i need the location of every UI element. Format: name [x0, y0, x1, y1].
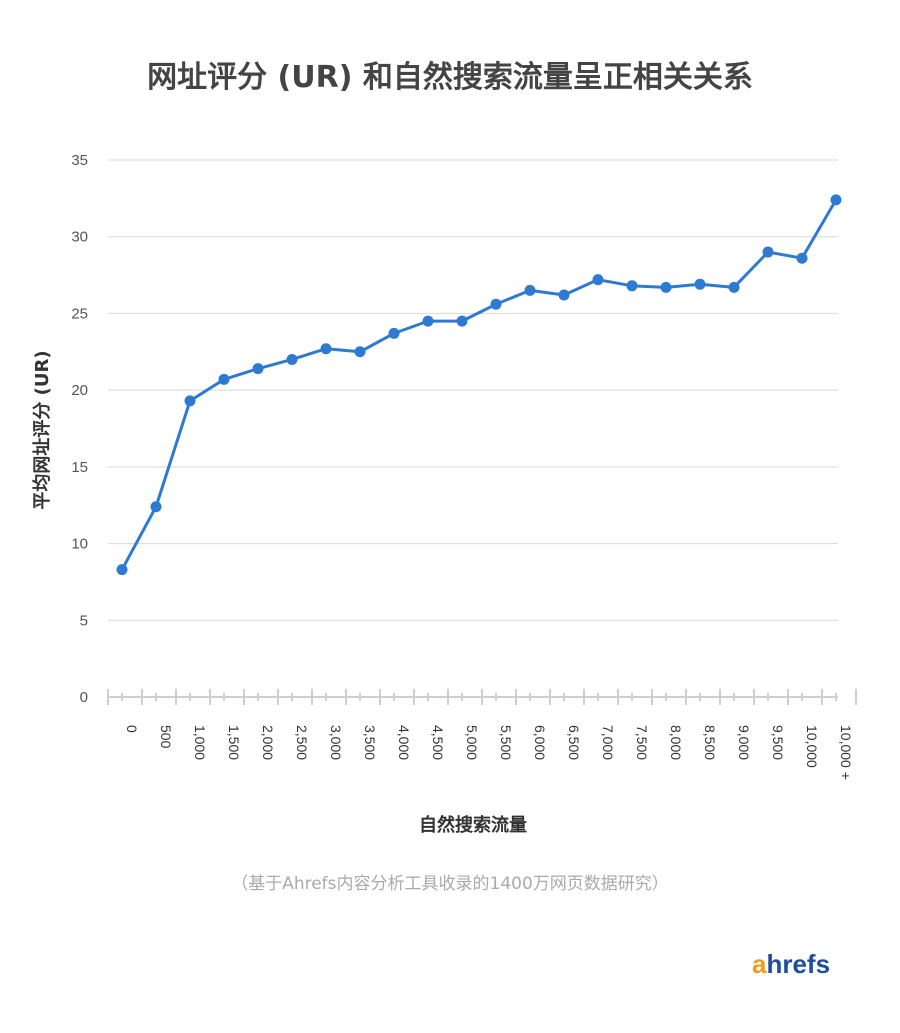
- x-tick-label: 5,000: [464, 725, 480, 760]
- data-point: [558, 289, 570, 301]
- gridlines: [108, 159, 838, 621]
- x-tick-label: 6,000: [532, 725, 548, 760]
- x-tick-label: 9,500: [770, 725, 786, 760]
- x-tick-label: 2,000: [260, 725, 276, 760]
- y-axis-ticks: 0 5 10 15 20 25 30 35: [71, 152, 88, 706]
- logo-text: hrefs: [766, 949, 830, 979]
- y-tick-label: 20: [71, 382, 88, 399]
- x-tick-label: 10,000: [804, 725, 820, 768]
- x-tick-label: 8,500: [702, 725, 718, 760]
- data-point: [796, 252, 808, 264]
- chart-title: 网址评分 (UR) 和自然搜索流量呈正相关关系: [147, 60, 753, 95]
- series-line: [120, 199, 838, 571]
- x-tick-label: 500: [158, 725, 174, 749]
- x-tick-label: 4,000: [396, 725, 412, 760]
- x-tick-label: 3,000: [328, 725, 344, 760]
- x-tick-label: 4,500: [430, 725, 446, 760]
- x-tick-label: 9,000: [736, 725, 752, 760]
- svg-text:ahrefs: ahrefs: [752, 949, 830, 979]
- data-point: [626, 280, 638, 292]
- data-point: [354, 346, 366, 358]
- data-point: [422, 315, 434, 327]
- data-point: [694, 278, 706, 290]
- x-tick-label: 5,500: [498, 725, 514, 760]
- x-tick-label: 6,500: [566, 725, 582, 760]
- series-group: [116, 194, 842, 576]
- data-point: [286, 353, 298, 365]
- y-tick-label: 5: [80, 612, 88, 629]
- data-point: [524, 284, 536, 296]
- x-tick-label: 1,000: [192, 725, 208, 760]
- y-tick-label: 10: [71, 536, 88, 553]
- data-point: [830, 194, 842, 206]
- data-point: [762, 246, 774, 258]
- data-point: [490, 298, 502, 310]
- data-point: [116, 564, 128, 576]
- data-point: [456, 315, 468, 327]
- data-point: [592, 274, 604, 286]
- x-axis-ticks: 0 500 1,000 1,500 2,000 2,500 3,000 3,500 4,000 4…: [124, 725, 854, 780]
- source-note: （基于Ahrefs内容分析工具收录的1400万网页数据研究）: [231, 874, 669, 894]
- x-tick-label: 2,500: [294, 725, 310, 760]
- x-tick-label: 7,000: [600, 725, 616, 760]
- x-tick-label: 0: [124, 725, 140, 733]
- x-axis-label: 自然搜索流量: [419, 814, 527, 836]
- y-tick-label: 35: [71, 152, 88, 169]
- data-point: [252, 363, 264, 375]
- data-point: [660, 281, 672, 293]
- x-axis: [107, 689, 857, 705]
- data-point: [728, 281, 740, 293]
- data-point: [218, 373, 230, 385]
- ahrefs-logo: ahrefs: [752, 949, 830, 979]
- data-point: [388, 327, 400, 339]
- y-tick-label: 0: [80, 689, 88, 706]
- y-tick-label: 15: [71, 459, 88, 476]
- x-tick-label: 8,000: [668, 725, 684, 760]
- x-tick-label: 1,500: [226, 725, 242, 760]
- x-tick-label: 3,500: [362, 725, 378, 760]
- y-tick-label: 25: [71, 305, 88, 322]
- y-axis-label: 平均网址评分 (UR): [31, 350, 53, 509]
- data-point: [150, 501, 162, 513]
- x-tick-label: 7,500: [634, 725, 650, 760]
- logo-letter-a: a: [752, 949, 767, 979]
- y-tick-label: 30: [71, 229, 88, 246]
- data-point: [320, 343, 332, 355]
- data-point: [184, 395, 196, 407]
- x-tick-label: 10,000 +: [838, 725, 854, 780]
